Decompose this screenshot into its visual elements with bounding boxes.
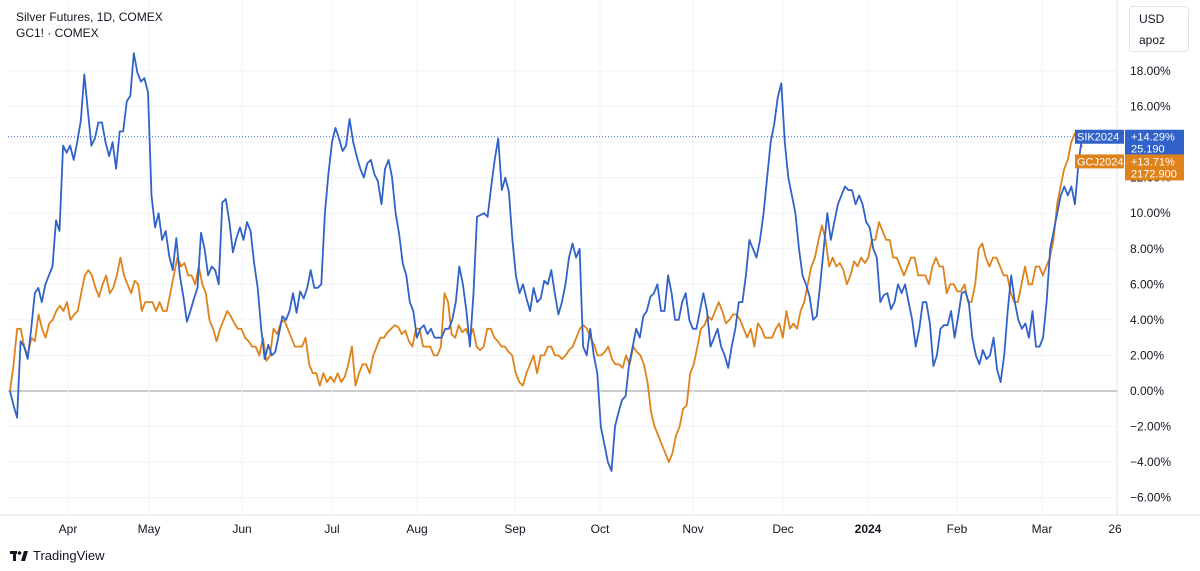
y-tick-label: 2.00% xyxy=(1130,348,1164,362)
y-tick-label: −6.00% xyxy=(1130,491,1171,505)
legend-secondary: GC1! · COMEX xyxy=(16,26,99,40)
y-tick-label: 6.00% xyxy=(1130,277,1164,291)
x-tick-label: Aug xyxy=(406,522,427,536)
x-axis: Apr May Jun Jul Aug Sep Oct Nov Dec 2024 Feb Mar 26 xyxy=(59,522,1122,536)
currency-label: USD xyxy=(1139,12,1165,26)
price-labels: SIK2024 +14.29%25.190 GCJ2024 +13.71%2172.9… xyxy=(1075,129,1184,181)
value-tag-price: 2172.900 xyxy=(1131,168,1177,180)
series-line-gcj2024 xyxy=(9,132,1083,464)
y-tick-label: 4.00% xyxy=(1130,313,1164,327)
series-tag: GCJ2024 xyxy=(1077,156,1123,168)
x-tick-label: Jul xyxy=(324,522,339,536)
series-tag: SIK2024 xyxy=(1077,132,1119,144)
series-layer xyxy=(9,52,1083,472)
user-label: apoz xyxy=(1139,33,1166,47)
x-tick-label: Apr xyxy=(59,522,78,536)
y-tick-label: 8.00% xyxy=(1130,242,1164,256)
series-tag-bg xyxy=(1075,154,1124,169)
grid-lines xyxy=(0,0,1200,516)
x-tick-label: Sep xyxy=(504,522,526,536)
y-tick-label: 16.00% xyxy=(1130,100,1171,114)
series-line-sik2024 xyxy=(9,52,1083,472)
y-tick-label: −2.00% xyxy=(1130,420,1171,434)
value-tag-bg xyxy=(1125,154,1184,181)
y-tick-label: 0.00% xyxy=(1130,384,1164,398)
brand[interactable]: TradingView xyxy=(10,548,105,563)
y-tick-label: 18.00% xyxy=(1130,64,1171,78)
x-tick-label: Jun xyxy=(232,522,251,536)
value-tag-percent: +14.29% xyxy=(1131,132,1175,144)
x-tick-label: Mar xyxy=(1032,522,1053,536)
x-tick-label: 26 xyxy=(1108,522,1122,536)
x-tick-label: May xyxy=(138,522,161,536)
x-tick-label: Feb xyxy=(947,522,968,536)
currency-box[interactable]: USD apoz xyxy=(1129,6,1189,52)
value-tag-percent: +13.71% xyxy=(1131,156,1175,168)
value-tag-bg xyxy=(1125,129,1184,156)
brand-name: TradingView xyxy=(33,548,105,563)
x-tick-label: Dec xyxy=(772,522,793,536)
x-tick-label: Nov xyxy=(682,522,703,536)
legend-main: Silver Futures, 1D, COMEX xyxy=(16,10,163,24)
tradingview-logo-icon xyxy=(10,550,28,561)
y-tick-label: −4.00% xyxy=(1130,455,1171,469)
value-tag-price: 25.190 xyxy=(1131,144,1165,156)
x-tick-label: 2024 xyxy=(855,522,882,536)
x-tick-label: Oct xyxy=(591,522,610,536)
series-tag-bg xyxy=(1075,129,1124,144)
y-tick-label: 10.00% xyxy=(1130,206,1171,220)
